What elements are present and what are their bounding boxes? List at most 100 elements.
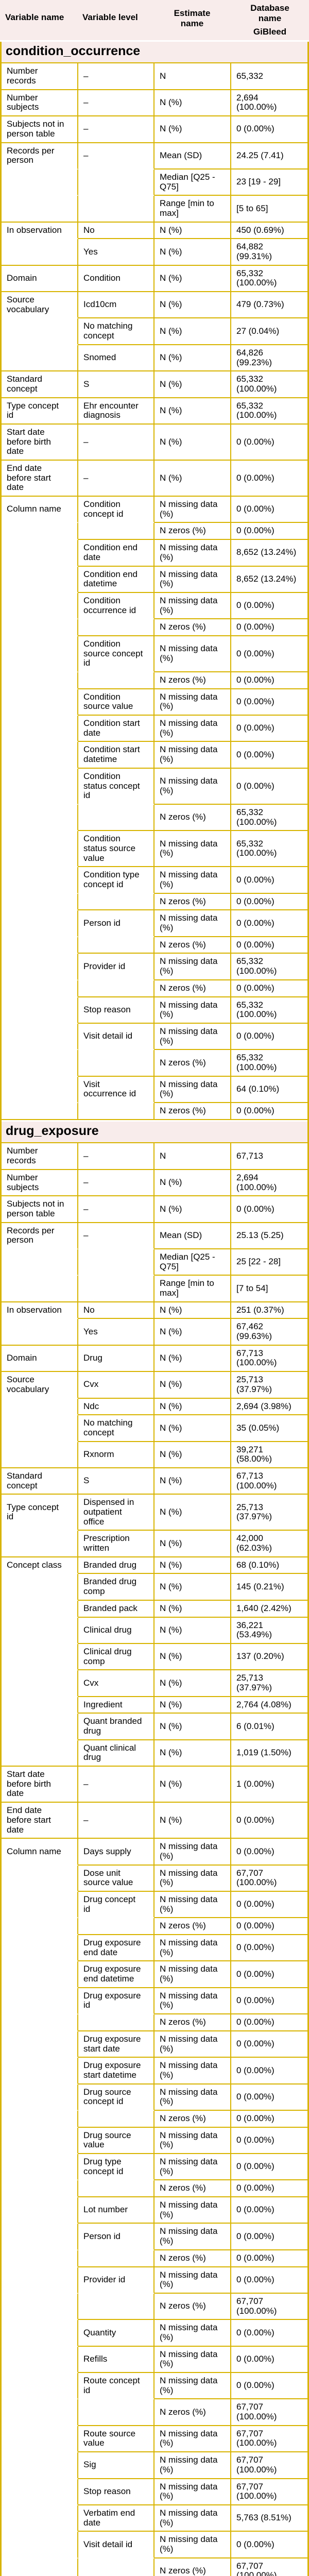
table-row: Range [min to max] [7 to 54] [2,1276,308,1302]
variable-level-cell: – [78,1223,154,1249]
variable-level-cell: Provider id [78,2267,154,2294]
variable-name-continuation [2,1918,78,1936]
variable-level-cell: Condition status source value [78,831,154,868]
variable-name-continuation [2,2346,78,2374]
table-row: Domain Drug N (%) 67,713 (100.00%) [2,1345,308,1372]
estimate-name-cell: N (%) [154,239,231,266]
estimate-value-cell: 67,707 (100.00%) [231,2452,308,2479]
estimate-value-cell: 0 (0.00%) [231,910,308,937]
table-row: Domain Condition N (%) 65,332 (100.00%) [2,265,308,293]
estimate-value-cell: 5,763 (8.51%) [231,2505,308,2532]
estimate-name-cell: N (%) [154,222,231,240]
table-row: Cvx N (%) 25,713 (37.97%) [2,1670,308,1697]
table-row: Records per person – Mean (SD) 24.25 (7.41) [2,143,308,170]
table-row: Condition status source value N missing d… [2,831,308,868]
table-row: Visit occurrence id N missing data (%) 64 … [2,1076,308,1104]
variable-level-cell: No [78,222,154,240]
estimate-value-cell: 25 [22 - 28] [231,1249,308,1276]
variable-level-continuation [78,980,154,997]
variable-name-continuation [2,196,78,223]
estimate-name-cell: N (%) [154,424,231,461]
estimate-name-cell: N missing data (%) [154,2127,231,2155]
table-row: N zeros (%) 0 (0.00%) [2,2180,308,2198]
variable-level-cell: Stop reason [78,997,154,1024]
variable-name-cell: Domain [2,1345,78,1372]
variable-name-continuation [2,831,78,868]
table-row: In observation No N (%) 450 (0.69%) [2,222,308,240]
table-row: Ndc N (%) 2,694 (3.98%) [2,1398,308,1416]
variable-name-continuation [2,1600,78,1618]
estimate-name-cell: N zeros (%) [154,2110,231,2128]
variable-name-continuation [2,1574,78,1601]
variable-name-continuation [2,2373,78,2400]
estimate-value-cell: 450 (0.69%) [231,222,308,240]
variable-level-cell: Drug concept id [78,1891,154,1919]
estimate-value-cell: [5 to 65] [231,196,308,223]
variable-level-cell: Condition type concept id [78,867,154,894]
variable-level-cell: – [78,1196,154,1223]
variable-name-continuation [2,1617,78,1644]
estimate-name-cell: N (%) [154,1531,231,1557]
table-row: No matching concept N (%) 27 (0.04%) [2,318,308,345]
table-row: N zeros (%) 0 (0.00%) [2,980,308,997]
estimate-value-cell: 0 (0.00%) [231,2267,308,2294]
variable-level-continuation [78,2110,154,2128]
variable-name-continuation [2,1643,78,1671]
estimate-name-cell: N zeros (%) [154,804,231,832]
variable-name-continuation [2,1865,78,1892]
table-row: Number records – N 65,332 [2,63,308,90]
estimate-name-cell: N missing data (%) [154,997,231,1024]
table-row: Number records – N 67,713 [2,1143,308,1170]
table-row: N zeros (%) 0 (0.00%) [2,1103,308,1120]
variable-name-continuation [2,2426,78,2453]
table-row: Drug source value N missing data (%) 0 (0.… [2,2127,308,2155]
estimate-name-cell: N missing data (%) [154,1865,231,1892]
estimate-value-cell: [7 to 54] [231,1276,308,1302]
table-row: Drug exposure end datetime N missing data… [2,1961,308,1988]
table-row: Stop reason N missing data (%) 65,332 (100… [2,997,308,1024]
variable-name-cell: Subjects not in person table [2,1196,78,1223]
variable-name-cell: Number records [2,63,78,90]
estimate-value-cell: 39,271 (58.00%) [231,1442,308,1468]
estimate-value-cell: 0 (0.00%) [231,2014,308,2031]
estimate-value-cell: 0 (0.00%) [231,1891,308,1919]
variable-level-continuation [78,2180,154,2198]
estimate-name-cell: N (%) [154,90,231,117]
table-row: Yes N (%) 64,882 (99.31%) [2,239,308,266]
variable-level-cell: Condition occurrence id [78,592,154,620]
estimate-name-cell: N missing data (%) [154,2084,231,2111]
estimate-value-cell: 23 [19 - 29] [231,169,308,196]
estimate-name-cell: N zeros (%) [154,523,231,540]
variable-level-cell: Branded pack [78,1600,154,1618]
estimate-name-cell: N missing data (%) [154,1935,231,1962]
variable-name-continuation [2,1415,78,1442]
table-row: Drug exposure end date N missing data (%)… [2,1935,308,1962]
estimate-value-cell: 0 (0.00%) [231,768,308,805]
variable-name-continuation [2,1319,78,1346]
estimate-name-cell: N (%) [154,1557,231,1574]
estimate-value-cell: 0 (0.00%) [231,2180,308,2198]
variable-name-continuation [2,2320,78,2347]
column-header-estimate-name: Estimate name [153,2,231,37]
estimate-value-cell: 67,707 (100.00%) [231,2293,308,2320]
table-row: N zeros (%) 0 (0.00%) [2,937,308,954]
estimate-name-cell: N missing data (%) [154,1988,231,2015]
variable-level-continuation [78,2399,154,2426]
variable-level-continuation [78,2293,154,2320]
estimate-name-cell: N [154,63,231,90]
variable-level-continuation [78,169,154,196]
estimate-value-cell: 67,707 (100.00%) [231,2479,308,2505]
estimate-name-cell: N (%) [154,1319,231,1346]
estimate-value-cell: 0 (0.00%) [231,716,308,742]
column-header-database: Database name GiBleed [231,2,309,37]
estimate-value-cell: 27 (0.04%) [231,318,308,345]
variable-name-continuation [2,2110,78,2128]
table-row: Sig N missing data (%) 67,707 (100.00%) [2,2452,308,2479]
table-row: Concept class Branded drug N (%) 68 (0.10%) [2,1557,308,1574]
variable-name-continuation [2,937,78,954]
variable-name-continuation [2,169,78,196]
estimate-name-cell: N missing data (%) [154,716,231,742]
variable-name-continuation [2,2250,78,2267]
variable-name-cell: In observation [2,1302,78,1319]
estimate-name-cell: N missing data (%) [154,768,231,805]
